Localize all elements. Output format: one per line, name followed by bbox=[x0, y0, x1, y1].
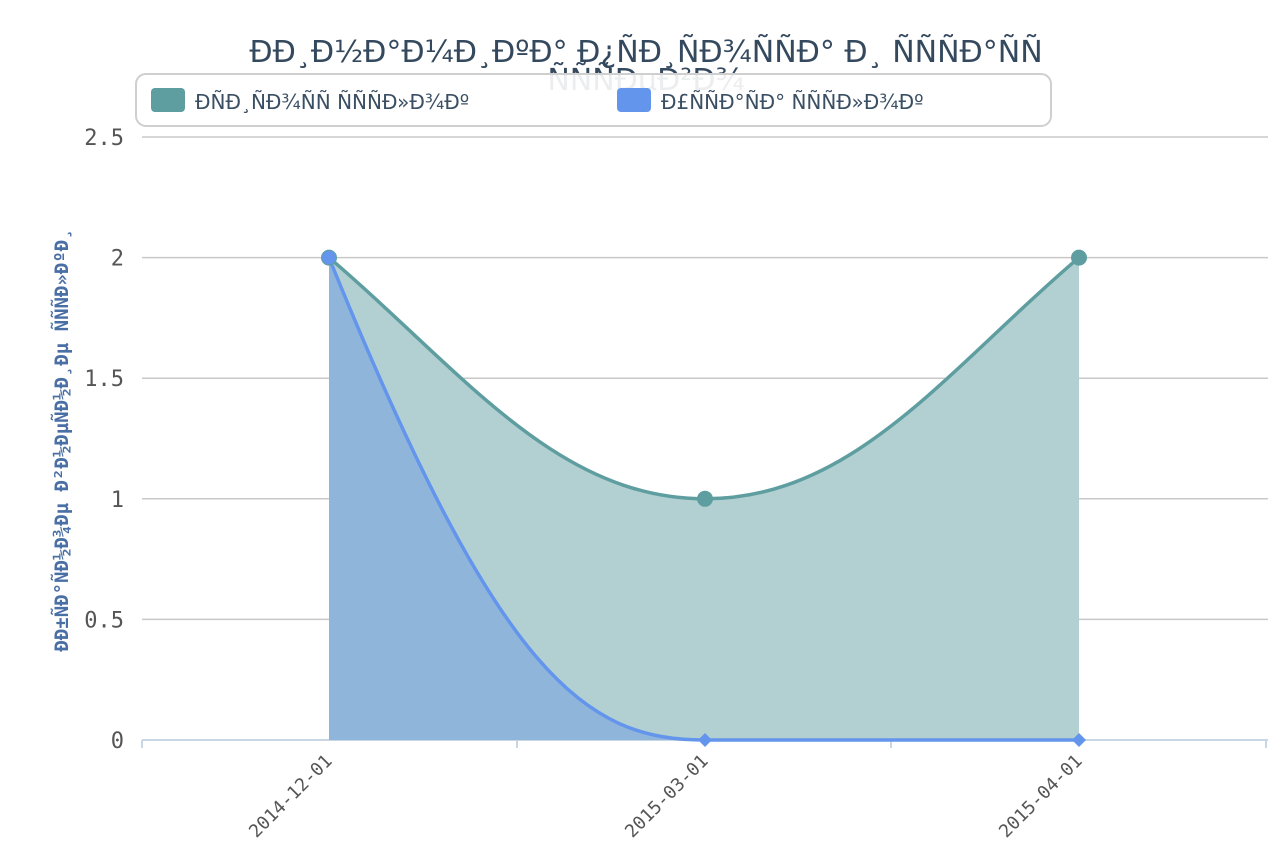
legend-item-loss[interactable]: Ð£ÑÑÐ°ÑÐ° ÑÑÑÐ»Ð¾Ðº bbox=[617, 88, 924, 114]
legend-item-growth[interactable]: ÐÑÐ¸ÑÐ¾ÑÑ ÑÑÑÐ»Ð¾Ðº bbox=[151, 88, 469, 114]
x-tick-label: 2014-12-01 bbox=[245, 751, 336, 842]
x-tick-label: 2015-04-01 bbox=[995, 751, 1086, 842]
y-tick-label: 1.5 bbox=[84, 367, 124, 392]
legend: ÐÑÐ¸ÑÐ¾ÑÑ ÑÑÑÐ»Ð¾Ðº Ð£ÑÑÐ°ÑÐ° ÑÑÑÐ»Ð¾Ðº bbox=[135, 73, 1052, 127]
area-loss bbox=[329, 257, 1079, 740]
legend-swatch-loss bbox=[617, 88, 651, 112]
y-tick-label: 0.5 bbox=[84, 608, 124, 633]
point-loss[interactable] bbox=[322, 250, 336, 265]
y-tick-label: 2.5 bbox=[84, 126, 124, 151]
point-loss[interactable] bbox=[698, 733, 712, 747]
point-loss[interactable] bbox=[1072, 733, 1086, 747]
plot-area: 0 0.5 1 1.5 2 2.5 2014-12-01 2015-03-01 2015-04-… bbox=[84, 126, 1268, 842]
y-axis-label: ÐÐ±ÑÐ°ÑÐ½Ð¾Ðµ Ð²Ð½ÐµÑÐ½Ð¸Ðµ ÑÑÑÐ»ÐºÐ¸ bbox=[49, 228, 73, 651]
chart-title: ÐÐ¸Ð½Ð°Ð¼Ð¸ÐºÐ° Ð¿ÑÐ¸ÑÐ¾ÑÑÐ° Ð¸ ÑÑÑÐ°ÑÑ bbox=[249, 34, 1042, 70]
y-tick-label: 2 bbox=[111, 247, 124, 272]
legend-swatch-growth bbox=[151, 88, 185, 112]
y-tick-label: 1 bbox=[111, 488, 124, 513]
legend-label-loss: Ð£ÑÑÐ°ÑÐ° ÑÑÑÐ»Ð¾Ðº bbox=[661, 90, 924, 114]
point-growth[interactable] bbox=[697, 490, 713, 507]
point-growth[interactable] bbox=[1071, 249, 1087, 266]
line-loss bbox=[327, 256, 1079, 742]
legend-label-growth: ÐÑÐ¸ÑÐ¾ÑÑ ÑÑÑÐ»Ð¾Ðº bbox=[195, 90, 469, 114]
y-tick-label: 0 bbox=[111, 729, 124, 754]
x-tick-label: 2015-03-01 bbox=[621, 751, 712, 842]
legend-box bbox=[135, 73, 1052, 127]
